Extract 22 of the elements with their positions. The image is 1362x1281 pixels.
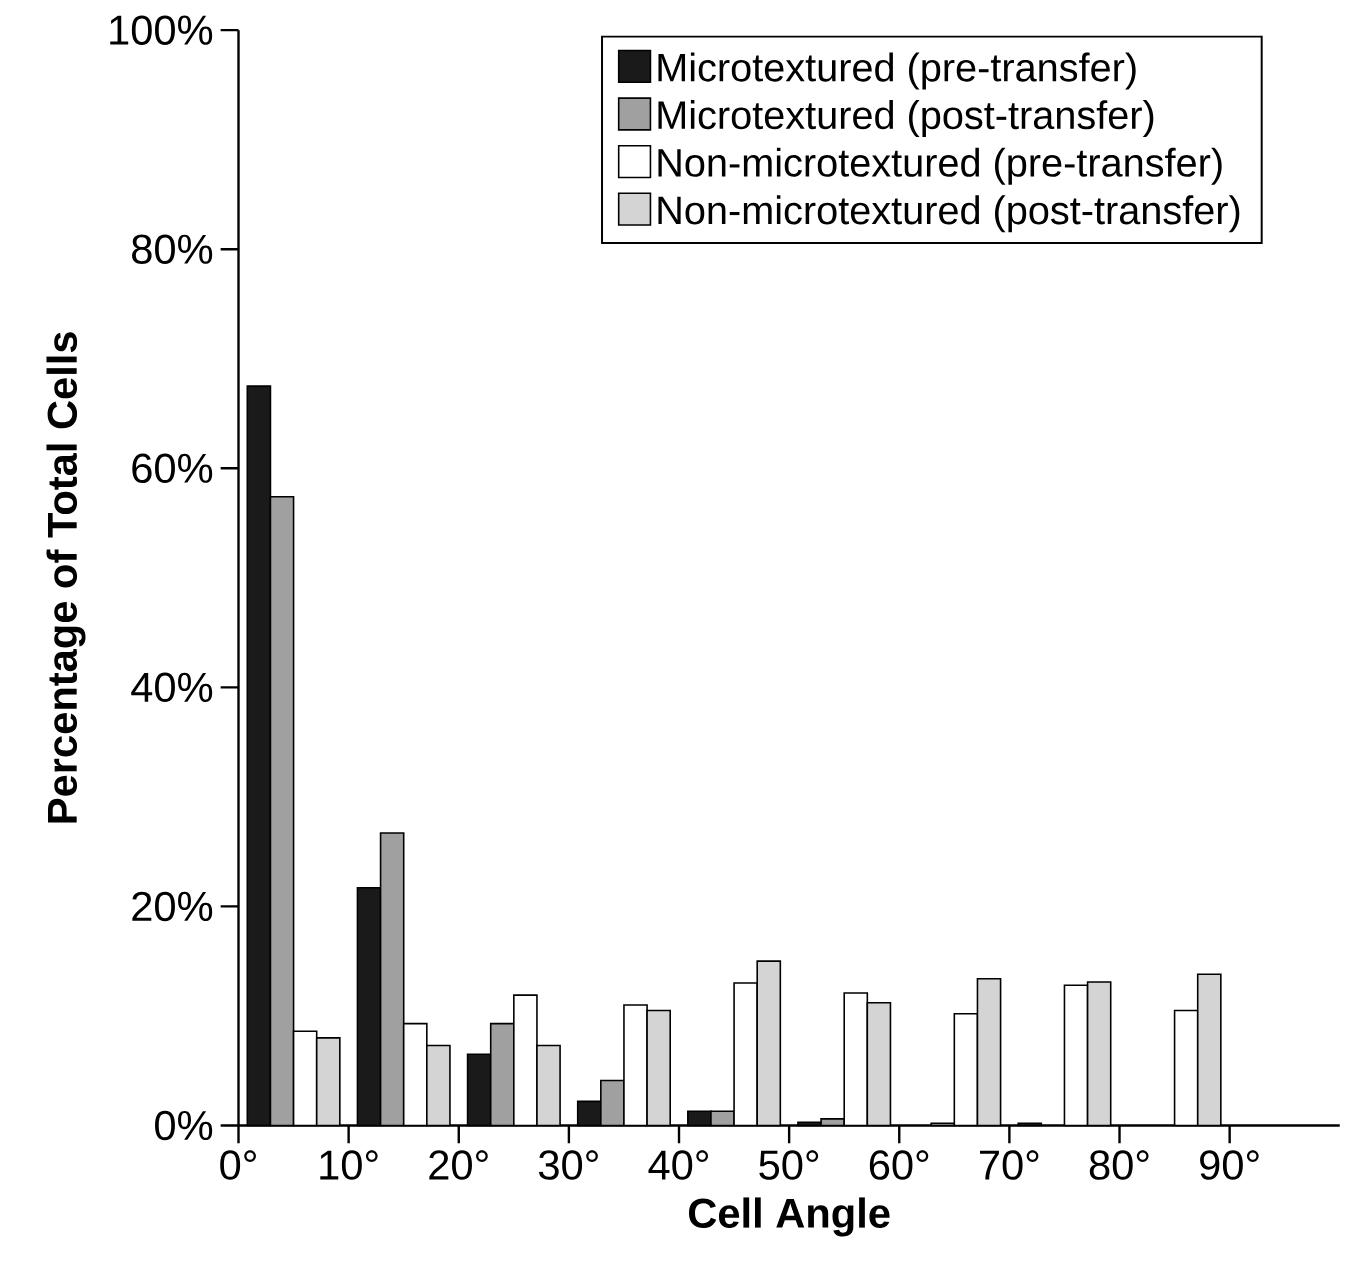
y-tick-label: 40% <box>131 672 213 703</box>
legend-label: Microtextured (pre-transfer) <box>658 52 1136 90</box>
x-tick-label: 10° <box>320 1150 378 1181</box>
y-tick-label: 20% <box>132 891 213 922</box>
x-tick-label: 40° <box>648 1150 708 1181</box>
x-tick-label: 70° <box>980 1150 1039 1181</box>
x-tick-label: 30° <box>538 1150 598 1181</box>
x-tick-label: 60° <box>869 1150 929 1181</box>
legend-label: Non-microtextured (post-transfer) <box>658 195 1240 233</box>
x-tick-label: 90° <box>1200 1150 1259 1181</box>
y-tick-label: 80% <box>132 234 213 265</box>
y-tick-label: 0% <box>155 1110 213 1141</box>
x-tick-label: 50° <box>759 1150 819 1181</box>
y-tick-label: 100% <box>110 15 213 46</box>
y-axis-title: Percentage of Total Cells <box>46 332 86 823</box>
x-axis-title: Cell Angle <box>688 1197 890 1237</box>
x-tick-label: 20° <box>429 1150 488 1181</box>
legend-label: Non-microtextured (pre-transfer) <box>658 147 1222 185</box>
y-tick-label: 60% <box>132 453 213 484</box>
x-tick-label: 0° <box>220 1150 256 1181</box>
x-tick-label: 80° <box>1089 1150 1149 1181</box>
legend-label: Microtextured (post-transfer) <box>658 100 1154 138</box>
